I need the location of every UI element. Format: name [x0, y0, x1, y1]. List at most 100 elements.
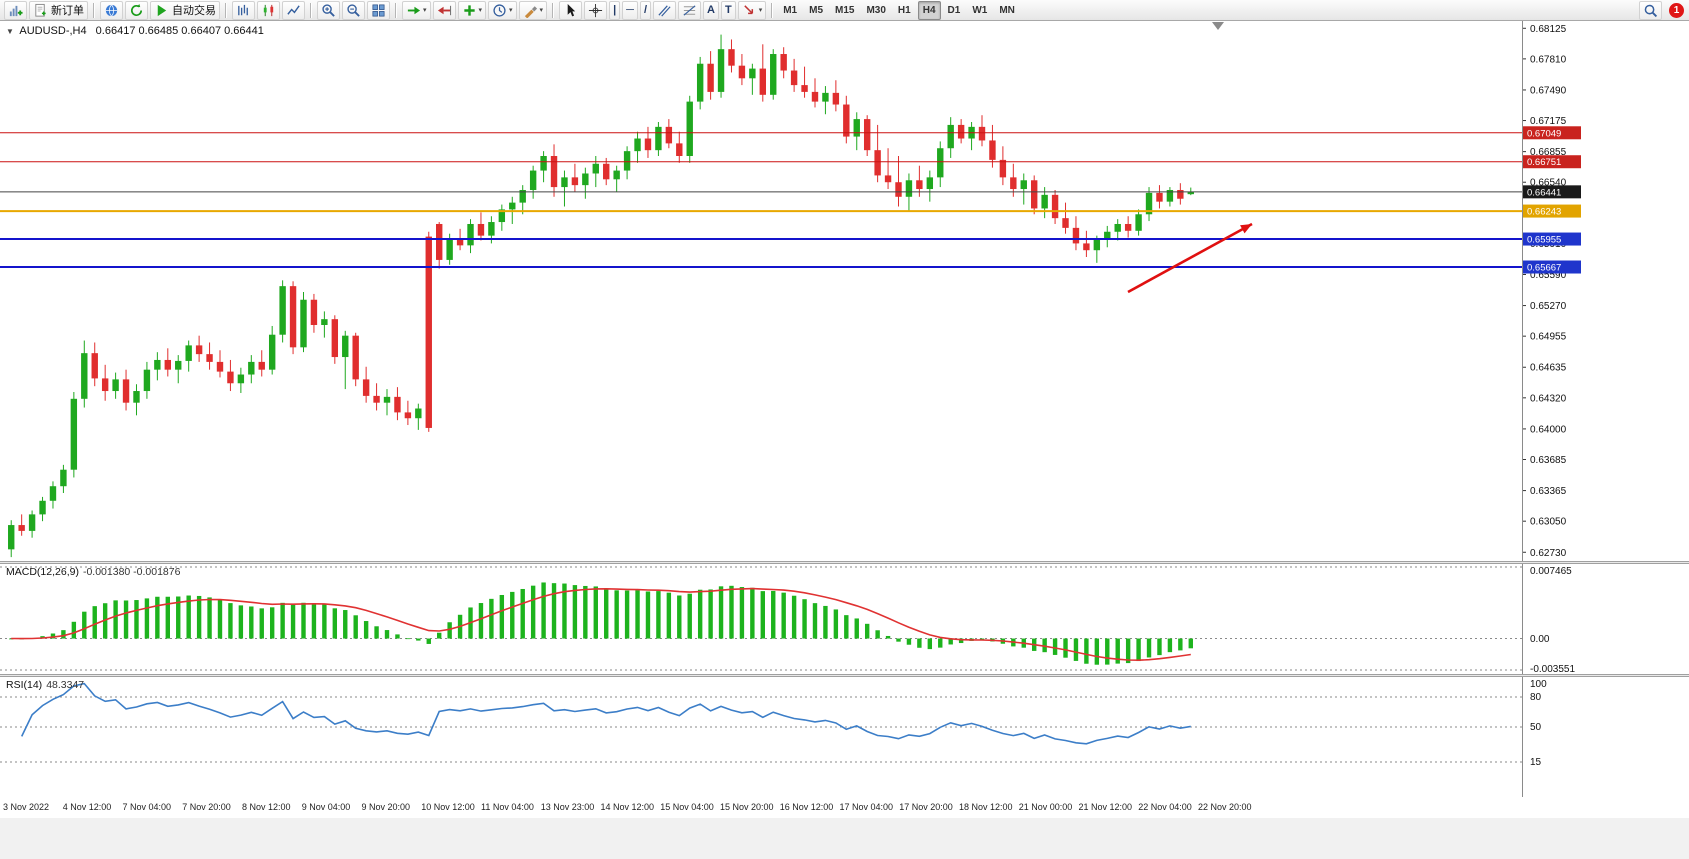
svg-text:0.64955: 0.64955	[1530, 332, 1567, 343]
svg-text:50: 50	[1530, 722, 1542, 733]
text-label-button[interactable]: T	[720, 0, 736, 20]
toolbar-separator	[552, 2, 555, 18]
chart-shift-button[interactable]	[432, 0, 456, 20]
svg-text:0.007465: 0.007465	[1530, 566, 1572, 577]
time-axis-label: 9 Nov 20:00	[361, 802, 411, 812]
time-axis-label: 15 Nov 20:00	[720, 802, 774, 812]
autotrading-button[interactable]: 自动交易	[150, 0, 220, 20]
timeframe-m5[interactable]: M5	[809, 4, 824, 16]
tile-windows-button[interactable]	[367, 0, 390, 20]
data-refresh-icon[interactable]	[125, 0, 148, 20]
svg-text:0.66243: 0.66243	[1527, 207, 1561, 218]
time-axis-label: 14 Nov 12:00	[600, 802, 655, 812]
text-button[interactable]: A	[703, 0, 719, 20]
toolbar-groups: 新订单 自动交易 ▾ ▾ ▾ ▾ | ─ / A T ▾ M1 M5 M15 M30 H1 H4 D1 W1 MN	[3, 0, 1021, 20]
timeframe-h1[interactable]: H1	[897, 4, 911, 16]
svg-text:0.67490: 0.67490	[1530, 85, 1567, 96]
cursor-button[interactable]	[559, 0, 583, 20]
toolbar-separator	[310, 2, 312, 18]
svg-text:0.65270: 0.65270	[1530, 301, 1567, 312]
candlestick-chart-button[interactable]	[257, 0, 280, 20]
macd-label: MACD(12,26,9) -0.001380 -0.001876	[6, 566, 181, 578]
panel-separator[interactable]	[0, 561, 1689, 564]
horizontal-line-button[interactable]: ─	[622, 0, 638, 20]
fibonacci-button[interactable]	[678, 0, 701, 20]
rsi-panel[interactable]: 100 80 50 15	[0, 677, 1689, 777]
trendline-button[interactable]: /	[639, 0, 651, 20]
chart-header: ▼ AUDUSD-,H4 0.66417 0.66485 0.66407 0.6…	[6, 25, 264, 37]
time-axis-label: 13 Nov 23:00	[540, 802, 595, 812]
symbol-ohlc: 0.66417 0.66485 0.66407 0.66441	[95, 25, 264, 37]
svg-text:0.65667: 0.65667	[1527, 263, 1561, 274]
svg-text:0.64635: 0.64635	[1530, 363, 1567, 374]
time-axis-label: 9 Nov 04:00	[301, 802, 351, 812]
svg-text:-0.003551: -0.003551	[1530, 664, 1575, 674]
time-axis-label: 11 Nov 04:00	[481, 802, 534, 812]
vertical-line-button[interactable]: |	[609, 0, 621, 20]
svg-text:0.66441: 0.66441	[1527, 187, 1561, 198]
toolbar-right: 1	[1638, 0, 1684, 20]
macd-panel[interactable]: 0.007465 0.00 -0.003551	[0, 564, 1689, 674]
timeframe-d1[interactable]: D1	[947, 4, 961, 16]
svg-text:0.63365: 0.63365	[1530, 486, 1567, 497]
toolbar-separator	[225, 2, 227, 18]
svg-text:0.64320: 0.64320	[1530, 393, 1567, 404]
search-icon[interactable]	[1639, 0, 1662, 20]
crosshair-button[interactable]	[584, 0, 608, 20]
symbol-title: AUDUSD-,H4	[19, 25, 87, 37]
toolbar: 新订单 自动交易 ▾ ▾ ▾ ▾ | ─ / A T ▾ M1 M5 M15 M30 H1 H4 D1 W1 MN 1	[0, 0, 1689, 21]
toolbar-separator	[395, 2, 397, 18]
svg-text:15: 15	[1530, 757, 1542, 768]
svg-text:0.67810: 0.67810	[1530, 54, 1567, 65]
auto-scroll-button[interactable]: ▾	[402, 0, 431, 20]
time-axis-label: 21 Nov 00:00	[1018, 802, 1073, 812]
svg-text:0.64000: 0.64000	[1530, 424, 1567, 435]
time-axis-label: 17 Nov 04:00	[839, 802, 894, 812]
time-axis-label: 18 Nov 12:00	[959, 802, 1013, 812]
time-axis-label: 17 Nov 20:00	[899, 802, 953, 812]
svg-text:0.00: 0.00	[1530, 634, 1550, 645]
timeframe-mn[interactable]: MN	[999, 4, 1015, 16]
time-axis[interactable]: 3 Nov 2022 4 Nov 12:00 7 Nov 04:00 7 Nov 20…	[0, 798, 1689, 818]
arrows-button[interactable]: ▾	[737, 0, 767, 20]
time-axis-label: 3 Nov 2022	[3, 802, 50, 812]
line-chart-button[interactable]	[282, 0, 305, 20]
indicators-button[interactable]: ▾	[457, 0, 487, 20]
community-icon[interactable]	[100, 0, 123, 20]
notification-badge[interactable]: 1	[1669, 2, 1684, 18]
svg-text:0.66540: 0.66540	[1530, 178, 1567, 189]
timeframe-m1[interactable]: M1	[783, 4, 798, 16]
timeframe-w1[interactable]: W1	[972, 4, 988, 16]
svg-text:0.66855: 0.66855	[1530, 147, 1567, 158]
zoom-in-button[interactable]	[317, 0, 340, 20]
main-price-chart[interactable]: 0.68125 0.67810 0.67490 0.67175 0.66855 0.665…	[0, 21, 1689, 561]
time-axis-label: 7 Nov 04:00	[122, 802, 172, 812]
new-chart-button[interactable]	[4, 0, 27, 20]
svg-text:0.67049: 0.67049	[1527, 128, 1561, 139]
svg-text:100: 100	[1530, 679, 1547, 690]
svg-text:0.65955: 0.65955	[1527, 235, 1561, 246]
timeframe-h4[interactable]: H4	[917, 0, 941, 20]
time-axis-label: 22 Nov 20:00	[1198, 802, 1252, 812]
bar-chart-button[interactable]	[232, 0, 255, 20]
templates-button[interactable]: ▾	[518, 0, 548, 20]
svg-text:0.67175: 0.67175	[1530, 116, 1567, 127]
timeframe-m30[interactable]: M30	[866, 4, 886, 16]
new-order-button[interactable]: 新订单	[29, 0, 88, 20]
channel-button[interactable]	[653, 0, 676, 20]
price-axis[interactable]	[1522, 21, 1523, 797]
time-axis-label: 22 Nov 04:00	[1138, 802, 1192, 812]
toolbar-separator	[93, 2, 95, 18]
periods-button[interactable]: ▾	[488, 0, 517, 20]
time-axis-label: 21 Nov 12:00	[1078, 802, 1133, 812]
time-axis-label: 10 Nov 12:00	[421, 802, 475, 812]
zoom-out-button[interactable]	[342, 0, 365, 20]
chart-window[interactable]: 0.68125 0.67810 0.67490 0.67175 0.66855 0.665…	[0, 21, 1689, 859]
svg-text:0.63685: 0.63685	[1530, 455, 1567, 466]
svg-text:0.66751: 0.66751	[1527, 157, 1561, 168]
time-axis-label: 16 Nov 12:00	[779, 802, 834, 812]
panel-separator[interactable]	[0, 674, 1689, 677]
timeframe-m15[interactable]: M15	[835, 4, 855, 16]
time-axis-label: 15 Nov 04:00	[660, 802, 714, 812]
symbol-dropdown-icon[interactable]: ▼	[6, 27, 14, 36]
